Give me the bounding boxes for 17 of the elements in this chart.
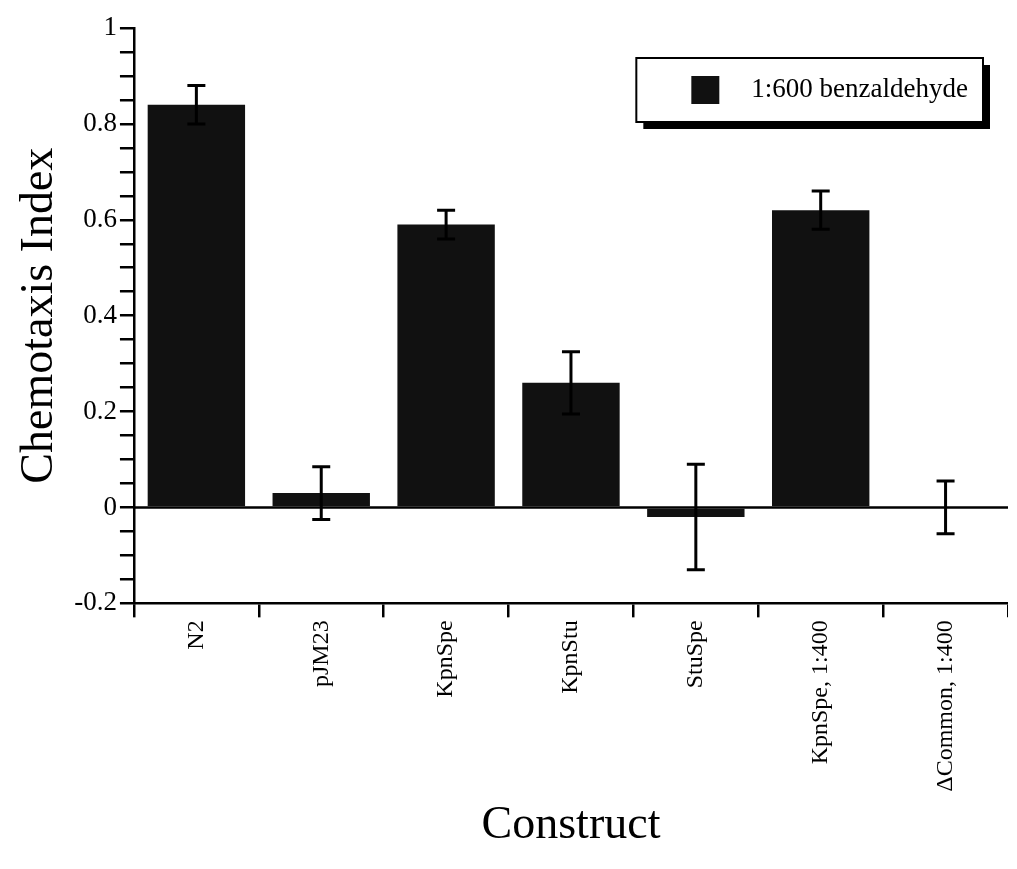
- x-tick-label: ΔCommon, 1:400: [930, 620, 957, 792]
- y-tick-label: 0.4: [83, 298, 118, 329]
- y-tick-label: -0.2: [74, 586, 117, 617]
- y-tick-label: 0.6: [83, 202, 117, 233]
- legend-label: 1:600 benzaldehyde: [751, 73, 969, 104]
- y-tick-label: 0.2: [83, 394, 117, 425]
- x-tick-label: KpnStu: [556, 620, 583, 694]
- y-tick-label: 0.8: [83, 106, 117, 137]
- x-tick-label: KpnSpe, 1:400: [806, 620, 832, 765]
- x-axis-title: Construct: [481, 797, 661, 849]
- y-tick-label: 0: [103, 490, 117, 521]
- y-tick-label: 1: [103, 11, 117, 42]
- x-tick-label: StuSpe: [681, 620, 708, 689]
- x-tick-label: KpnSpe: [431, 620, 458, 698]
- x-tick-label: N2: [181, 620, 208, 650]
- x-tick-label: pJM23: [306, 620, 333, 688]
- y-axis-title: Chemotaxis Index: [10, 147, 62, 484]
